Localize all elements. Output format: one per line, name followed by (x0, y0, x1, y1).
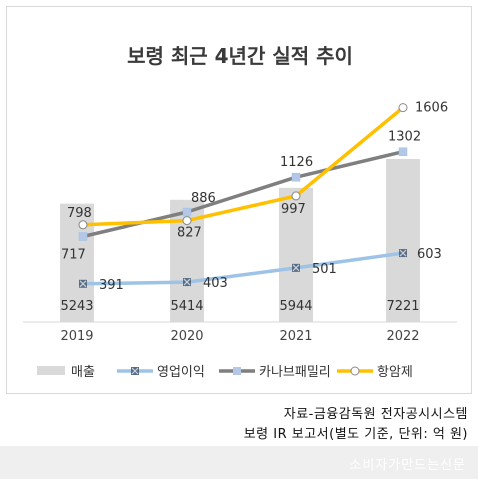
marker-카나브패밀리-2022 (398, 147, 408, 156)
x-tick-2021: 2021 (279, 329, 312, 344)
chart-title: 보령 최근 4년간 실적 추이 (127, 44, 353, 68)
source-line-1: 자료-금융감독원 전자공시시스템 (283, 407, 468, 422)
legend-label-카나브패밀리: 카나브패밀리 (259, 365, 331, 380)
lines-layer (81, 105, 405, 286)
labels-layer: 5243 5414 5944 7221 391 403 501 603 717 886 1126 13… (60, 101, 448, 314)
bar-label-sales-2022: 7221 (386, 299, 419, 314)
marker-카나브패밀리-2020 (182, 207, 192, 217)
marker-영업이익-2019-x (79, 280, 87, 288)
line-label-항암제-2020: 827 (177, 226, 202, 241)
line-label-항암제-2019: 798 (67, 206, 92, 221)
x-tick-2020: 2020 (170, 329, 203, 344)
line-label-카나브패밀리-2022: 1302 (388, 130, 421, 145)
legend-label-매출: 매출 (71, 365, 95, 380)
bar-label-sales-2019: 5243 (60, 299, 93, 314)
marker-영업이익-2022-x (399, 249, 407, 257)
line-label-항암제-2021: 997 (281, 202, 306, 217)
bar-label-sales-2021: 5944 (279, 299, 312, 314)
bar-sales-2021 (279, 187, 313, 322)
line-label-영업이익-2021: 501 (312, 262, 337, 277)
legend-item-항암제: 항암제 (337, 365, 413, 380)
bar-sales-2022 (386, 159, 420, 322)
line-label-영업이익-2022: 603 (417, 247, 442, 262)
x-tick-2019: 2019 (60, 329, 93, 344)
legend-label-영업이익: 영업이익 (157, 365, 205, 380)
line-label-영업이익-2020: 403 (203, 276, 228, 291)
bar-label-sales-2020: 5414 (170, 299, 203, 314)
line-label-카나브패밀리-2021: 1126 (280, 155, 313, 170)
bars-layer (60, 159, 420, 322)
marker-영업이익-2020-x (183, 278, 191, 286)
marker-항암제-2020 (182, 216, 192, 226)
line-label-카나브패밀리-2019: 717 (61, 248, 86, 263)
marker-영업이익-2021 (292, 263, 300, 272)
legend: 매출 영업이익 카나브패밀리 항암제 (37, 365, 413, 380)
marker-카나브패밀리-2019 (78, 232, 88, 241)
watermark-bar: 소비자가만드는신문 (0, 446, 478, 479)
legend-marker-카나브패밀리 (233, 367, 241, 375)
x-tick-labels: 2019 2020 2021 2022 (60, 329, 419, 344)
legend-label-항암제: 항암제 (377, 365, 413, 380)
line-항암제 (81, 105, 405, 227)
line-영업이익 (81, 251, 405, 286)
legend-marker-x-영업이익 (131, 367, 139, 375)
marker-항암제-2022 (398, 103, 408, 113)
watermark-text: 소비자가만드는신문 (349, 458, 466, 473)
legend-item-카나브패밀리: 카나브패밀리 (219, 365, 331, 380)
line-label-항암제-2022: 1606 (415, 101, 448, 116)
markers-layer (78, 103, 408, 288)
line-label-영업이익-2019: 391 (99, 278, 124, 293)
marker-카나브패밀리-2021 (291, 172, 301, 182)
legend-swatch-매출 (37, 366, 65, 375)
marker-항암제-2021 (291, 191, 301, 201)
legend-marker-항암제 (350, 366, 360, 376)
marker-항암제-2019 (78, 220, 88, 230)
chart-svg: 보령 최근 4년간 실적 추이 5243 5414 5944 7221 391 403 50… (23, 44, 457, 380)
legend-item-영업이익: 영업이익 (117, 365, 205, 380)
line-label-카나브패밀리-2020: 886 (191, 191, 216, 206)
x-tick-2022: 2022 (386, 329, 419, 344)
source-line-2: 보령 IR 보고서(별도 기준, 단위: 억 원) (243, 427, 468, 442)
marker-영업이익-2020 (183, 278, 191, 287)
chart-frame: 보령 최근 4년간 실적 추이 5243 5414 5944 7221 391 403 50… (6, 6, 472, 394)
marker-영업이익-2021-x (292, 264, 300, 272)
legend-item-매출: 매출 (37, 365, 95, 380)
marker-영업이익-2019 (79, 279, 87, 288)
marker-영업이익-2022 (399, 249, 407, 258)
